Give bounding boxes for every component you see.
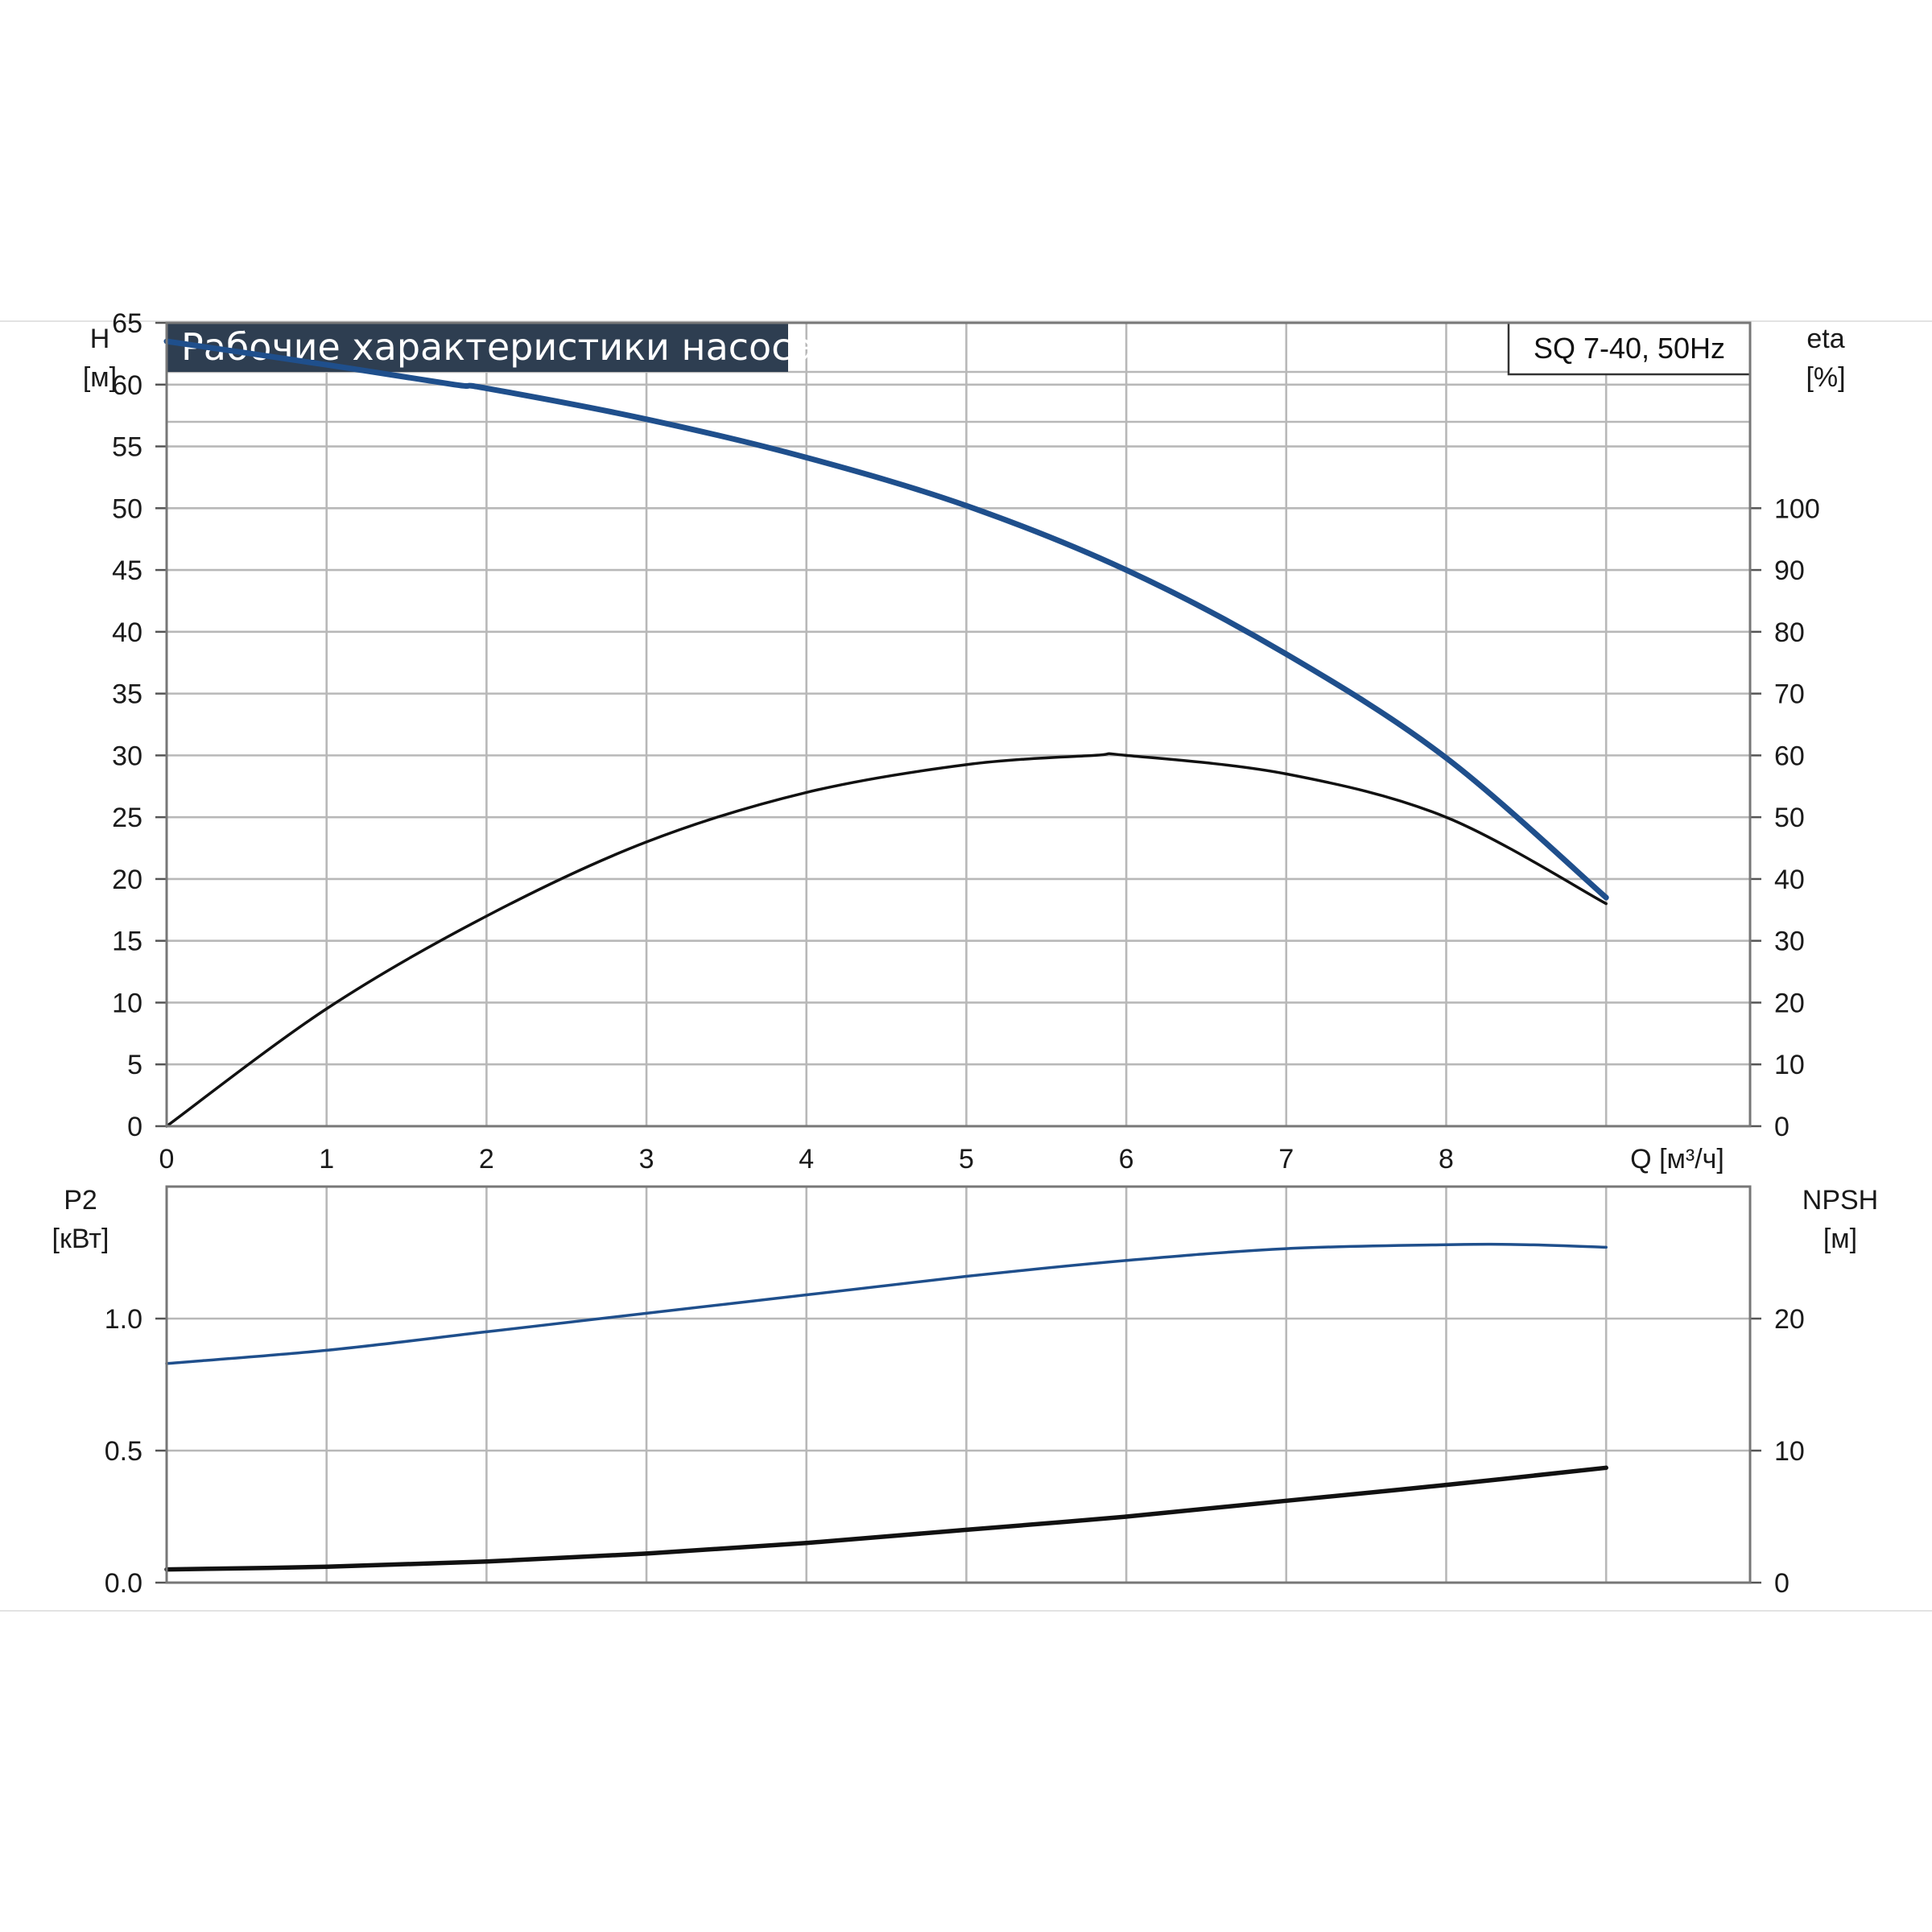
y-right-axis-title: [%] xyxy=(1806,362,1845,393)
y-left-tick-label: 40 xyxy=(112,617,142,648)
y-left-tick-label: 0.5 xyxy=(105,1436,142,1467)
y-right-tick-label: 20 xyxy=(1774,988,1805,1018)
y-right-tick-label: 100 xyxy=(1774,493,1820,524)
y-right-axis-title: NPSH xyxy=(1802,1185,1878,1216)
y-left-axis-title: [кВт] xyxy=(52,1224,109,1254)
y-left-tick-label: 45 xyxy=(112,555,142,586)
y-left-tick-label: 30 xyxy=(112,741,142,771)
y-right-axis-title: [м] xyxy=(1823,1224,1857,1254)
x-axis-title: Q [м³/ч] xyxy=(1630,1144,1724,1174)
x-tick-label: 6 xyxy=(1119,1144,1134,1174)
x-tick-label: 5 xyxy=(959,1144,974,1174)
curve-efficiency xyxy=(165,752,1608,1128)
lower-plot-frame xyxy=(165,1185,1752,1584)
x-tick-label: 7 xyxy=(1278,1144,1294,1174)
y-left-tick-label: 25 xyxy=(112,803,142,833)
y-right-tick-label: 70 xyxy=(1774,679,1805,710)
y-left-axis-title: H xyxy=(90,324,110,354)
model-label: SQ 7-40, 50Hz xyxy=(1534,332,1725,365)
x-tick-label: 1 xyxy=(319,1144,334,1174)
y-left-tick-label: 20 xyxy=(112,865,142,895)
x-tick-label: 2 xyxy=(479,1144,494,1174)
curve-head xyxy=(163,338,1609,901)
model-box xyxy=(1507,321,1752,376)
y-left-tick-label: 55 xyxy=(112,432,142,463)
curve-power_p2 xyxy=(165,1242,1608,1365)
upper-curves xyxy=(163,338,1609,1128)
y-right-tick-label: 10 xyxy=(1774,1050,1805,1080)
upper-labels: 0510152025303540455055606501020304050607… xyxy=(83,308,1846,1174)
lower-grid xyxy=(167,1187,1750,1583)
upper-plot-frame xyxy=(165,321,1752,1128)
y-left-tick-label: 5 xyxy=(127,1050,142,1080)
title-banner xyxy=(167,323,788,372)
y-left-tick-label: 0.0 xyxy=(105,1568,142,1599)
x-tick-label: 3 xyxy=(639,1144,654,1174)
y-left-axis-title: [м] xyxy=(83,362,117,393)
y-right-tick-label: 90 xyxy=(1774,555,1805,586)
x-tick-label: 0 xyxy=(159,1144,175,1174)
y-left-tick-label: 60 xyxy=(112,370,142,401)
y-right-tick-label: 40 xyxy=(1774,865,1805,895)
y-left-tick-label: 50 xyxy=(112,493,142,524)
y-right-tick-label: 0 xyxy=(1774,1112,1790,1142)
curve-npsh xyxy=(164,1465,1608,1572)
x-tick-label: 4 xyxy=(799,1144,814,1174)
y-left-tick-label: 35 xyxy=(112,679,142,710)
y-right-tick-label: 60 xyxy=(1774,741,1805,771)
y-right-axis-title: eta xyxy=(1806,324,1844,354)
y-right-tick-label: 80 xyxy=(1774,617,1805,648)
y-right-tick-label: 20 xyxy=(1774,1304,1805,1335)
chart-title: Рабочие характеристики насоса xyxy=(181,325,815,369)
y-right-tick-label: 30 xyxy=(1774,927,1805,957)
y-right-tick-label: 50 xyxy=(1774,803,1805,833)
y-right-tick-label: 0 xyxy=(1774,1568,1790,1599)
y-right-tick-label: 10 xyxy=(1774,1436,1805,1467)
y-left-tick-label: 15 xyxy=(112,927,142,957)
y-left-tick-label: 65 xyxy=(112,308,142,339)
upper-grid xyxy=(167,321,1750,1126)
y-left-tick-label: 1.0 xyxy=(105,1304,142,1335)
lower-labels: 0.0 0.5 1.0 0 10 20 P2 [кВт] NPSH [м] xyxy=(52,1185,1879,1599)
y-left-tick-label: 0 xyxy=(127,1112,142,1142)
y-left-tick-label: 10 xyxy=(112,988,142,1018)
y-left-axis-title: P2 xyxy=(64,1185,97,1216)
x-tick-label: 8 xyxy=(1439,1144,1454,1174)
lower-curves xyxy=(164,1242,1608,1572)
